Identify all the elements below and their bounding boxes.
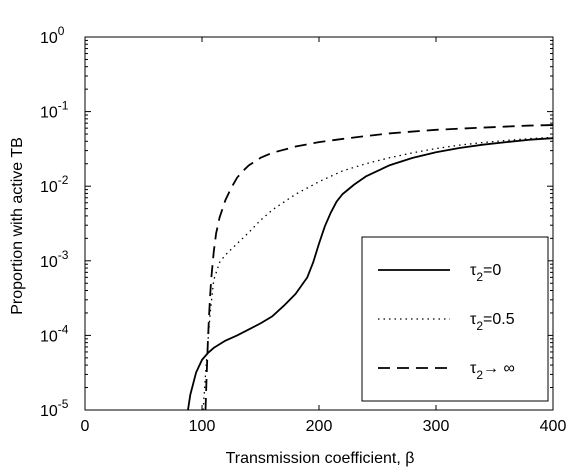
legend-box [361, 236, 549, 402]
x-tick-label: 200 [306, 418, 333, 435]
axes: 0 100 200 300 400 10-5 10-4 10-3 10-2 10-1 100 [40, 24, 566, 435]
y-axis-title: Proportion with active TB [9, 137, 26, 315]
y-tick-label: 10-5 [40, 397, 69, 420]
series-layer [187, 124, 554, 411]
x-tick-label: 0 [81, 418, 90, 435]
x-tick-label: 300 [423, 418, 450, 435]
y-tick-label: 100 [40, 24, 65, 47]
y-tick-label: 10-4 [40, 322, 69, 345]
x-axis-title: Transmission coefficient, β [226, 450, 415, 467]
legend-label-1: τ2=0 [470, 262, 501, 284]
legend-label-2: τ2=0.5 [470, 311, 515, 333]
legend: τ2=0 τ2=0.5 τ2→ ∞ [361, 236, 549, 402]
legend-label-3: τ2→ ∞ [470, 360, 515, 382]
y-tick-label: 10-1 [40, 99, 69, 122]
x-tick-label: 400 [540, 418, 567, 435]
y-tick-label: 10-2 [40, 173, 69, 196]
x-tick-label: 100 [189, 418, 216, 435]
series-line-1 [187, 137, 554, 411]
series-line-3 [204, 124, 554, 411]
y-tick-label: 10-3 [40, 248, 69, 271]
